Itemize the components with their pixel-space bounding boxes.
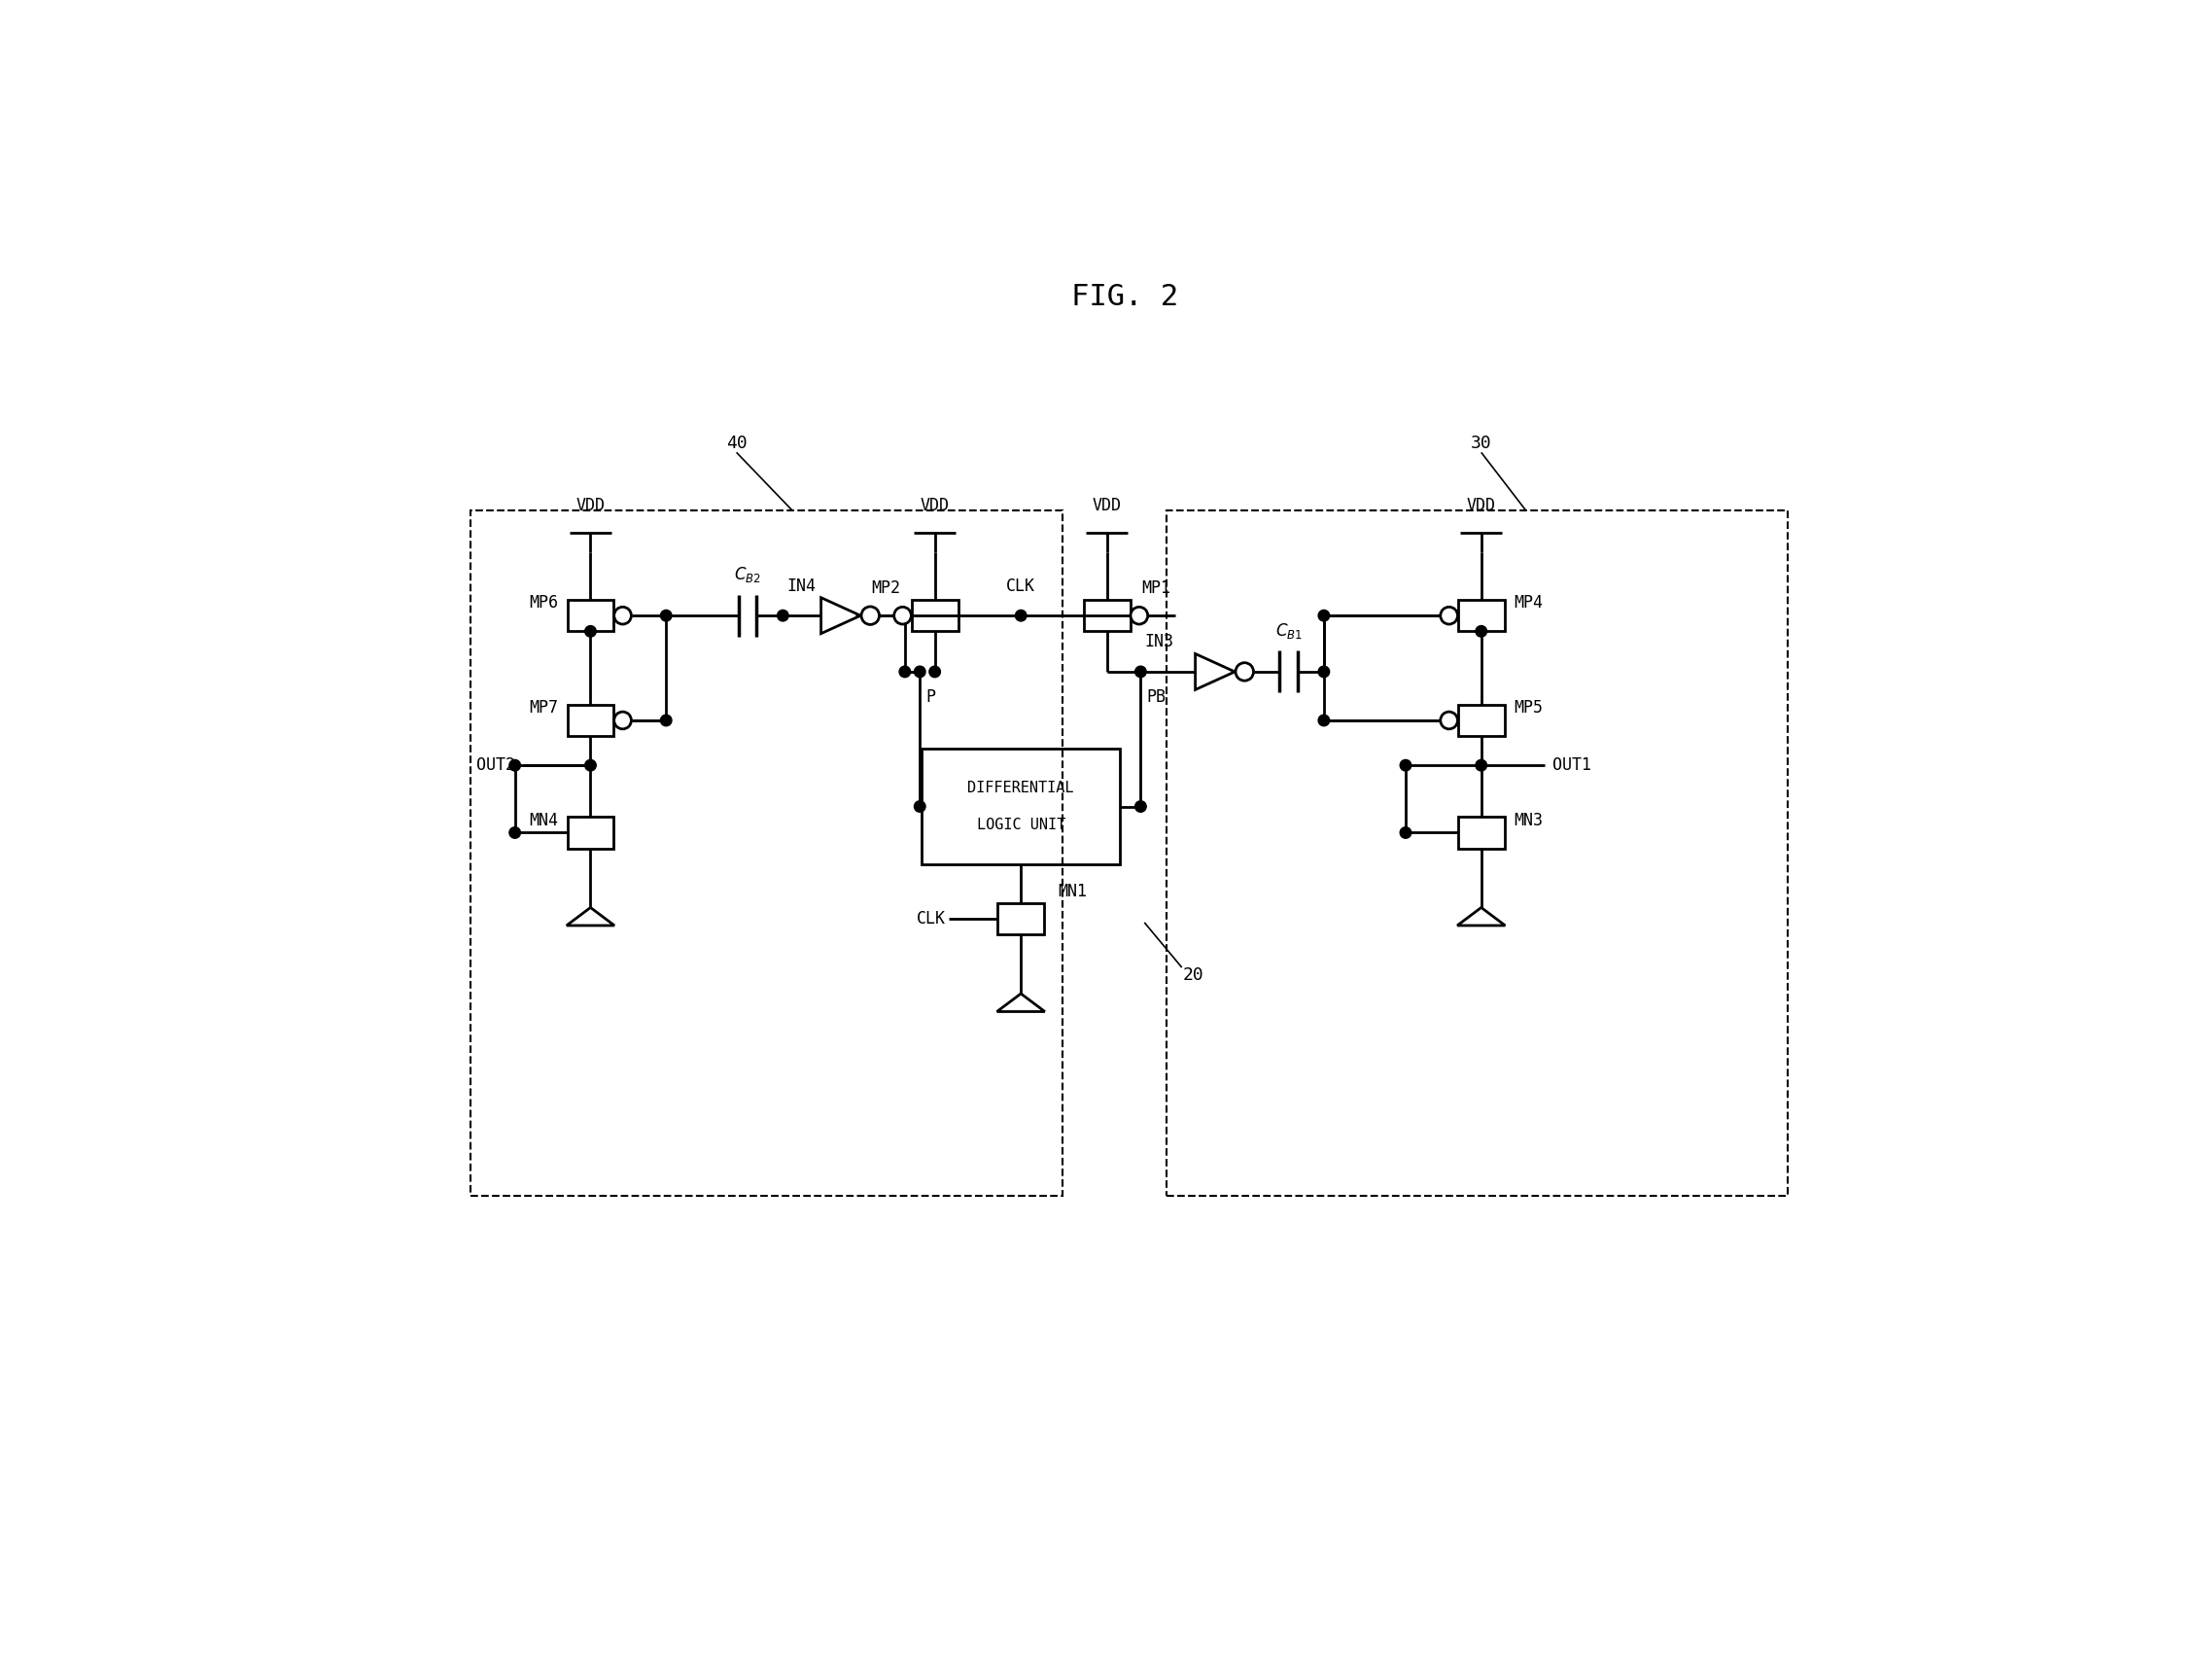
Text: LOGIC UNIT: LOGIC UNIT	[977, 818, 1065, 833]
Text: VDD: VDD	[920, 497, 950, 514]
Text: MN1: MN1	[1058, 882, 1087, 900]
Text: OUT1: OUT1	[1552, 756, 1591, 774]
Circle shape	[509, 827, 520, 838]
Bar	[566, 600, 615, 632]
Text: CLK: CLK	[1005, 578, 1036, 595]
Circle shape	[584, 625, 597, 637]
Circle shape	[615, 606, 632, 625]
Text: MP1: MP1	[1141, 580, 1170, 596]
Text: PB: PB	[1146, 689, 1166, 706]
Text: $C_{B2}$: $C_{B2}$	[733, 564, 762, 585]
Circle shape	[1135, 665, 1146, 677]
Bar	[922, 749, 1119, 865]
Text: VDD: VDD	[575, 497, 606, 514]
Circle shape	[900, 665, 911, 677]
Circle shape	[915, 665, 926, 677]
Text: MP7: MP7	[529, 699, 558, 717]
Bar	[911, 600, 957, 632]
Bar	[566, 816, 615, 848]
Circle shape	[615, 712, 632, 729]
Text: MP2: MP2	[871, 580, 900, 596]
Text: MP4: MP4	[1512, 595, 1543, 612]
Circle shape	[661, 714, 672, 726]
Bar	[1457, 600, 1504, 632]
Circle shape	[1319, 610, 1330, 622]
Circle shape	[860, 606, 880, 625]
Circle shape	[1400, 759, 1411, 771]
Circle shape	[509, 759, 520, 771]
Text: CLK: CLK	[915, 911, 946, 927]
Text: $C_{B1}$: $C_{B1}$	[1275, 622, 1302, 640]
Circle shape	[1135, 801, 1146, 811]
Circle shape	[1319, 665, 1330, 677]
Circle shape	[1440, 712, 1457, 729]
Circle shape	[1016, 610, 1027, 622]
Circle shape	[1400, 827, 1411, 838]
Text: IN4: IN4	[786, 578, 817, 595]
Text: OUT2: OUT2	[476, 756, 516, 774]
Text: MN3: MN3	[1512, 811, 1543, 828]
Text: VDD: VDD	[1093, 497, 1122, 514]
Text: P: P	[926, 689, 935, 706]
Circle shape	[1475, 759, 1486, 771]
Bar	[999, 904, 1045, 934]
Circle shape	[893, 606, 911, 625]
Circle shape	[1319, 714, 1330, 726]
Bar	[1084, 600, 1130, 632]
Circle shape	[1440, 606, 1457, 625]
Text: DIFFERENTIAL: DIFFERENTIAL	[968, 781, 1073, 795]
Text: 40: 40	[727, 435, 746, 452]
Circle shape	[915, 801, 926, 811]
Text: IN3: IN3	[1144, 633, 1174, 650]
Bar	[566, 704, 615, 736]
Circle shape	[661, 610, 672, 622]
Text: 30: 30	[1471, 435, 1493, 452]
Bar	[1457, 816, 1504, 848]
Circle shape	[1130, 606, 1148, 625]
Bar	[1457, 704, 1504, 736]
Text: FIG. 2: FIG. 2	[1071, 284, 1179, 311]
Text: 20: 20	[1183, 966, 1203, 984]
Text: MP5: MP5	[1512, 699, 1543, 717]
Circle shape	[1475, 625, 1486, 637]
Text: MN4: MN4	[529, 811, 558, 828]
Circle shape	[777, 610, 788, 622]
Circle shape	[928, 665, 939, 677]
Text: VDD: VDD	[1466, 497, 1495, 514]
Circle shape	[584, 759, 597, 771]
Text: MP6: MP6	[529, 595, 558, 612]
Circle shape	[1236, 662, 1253, 680]
